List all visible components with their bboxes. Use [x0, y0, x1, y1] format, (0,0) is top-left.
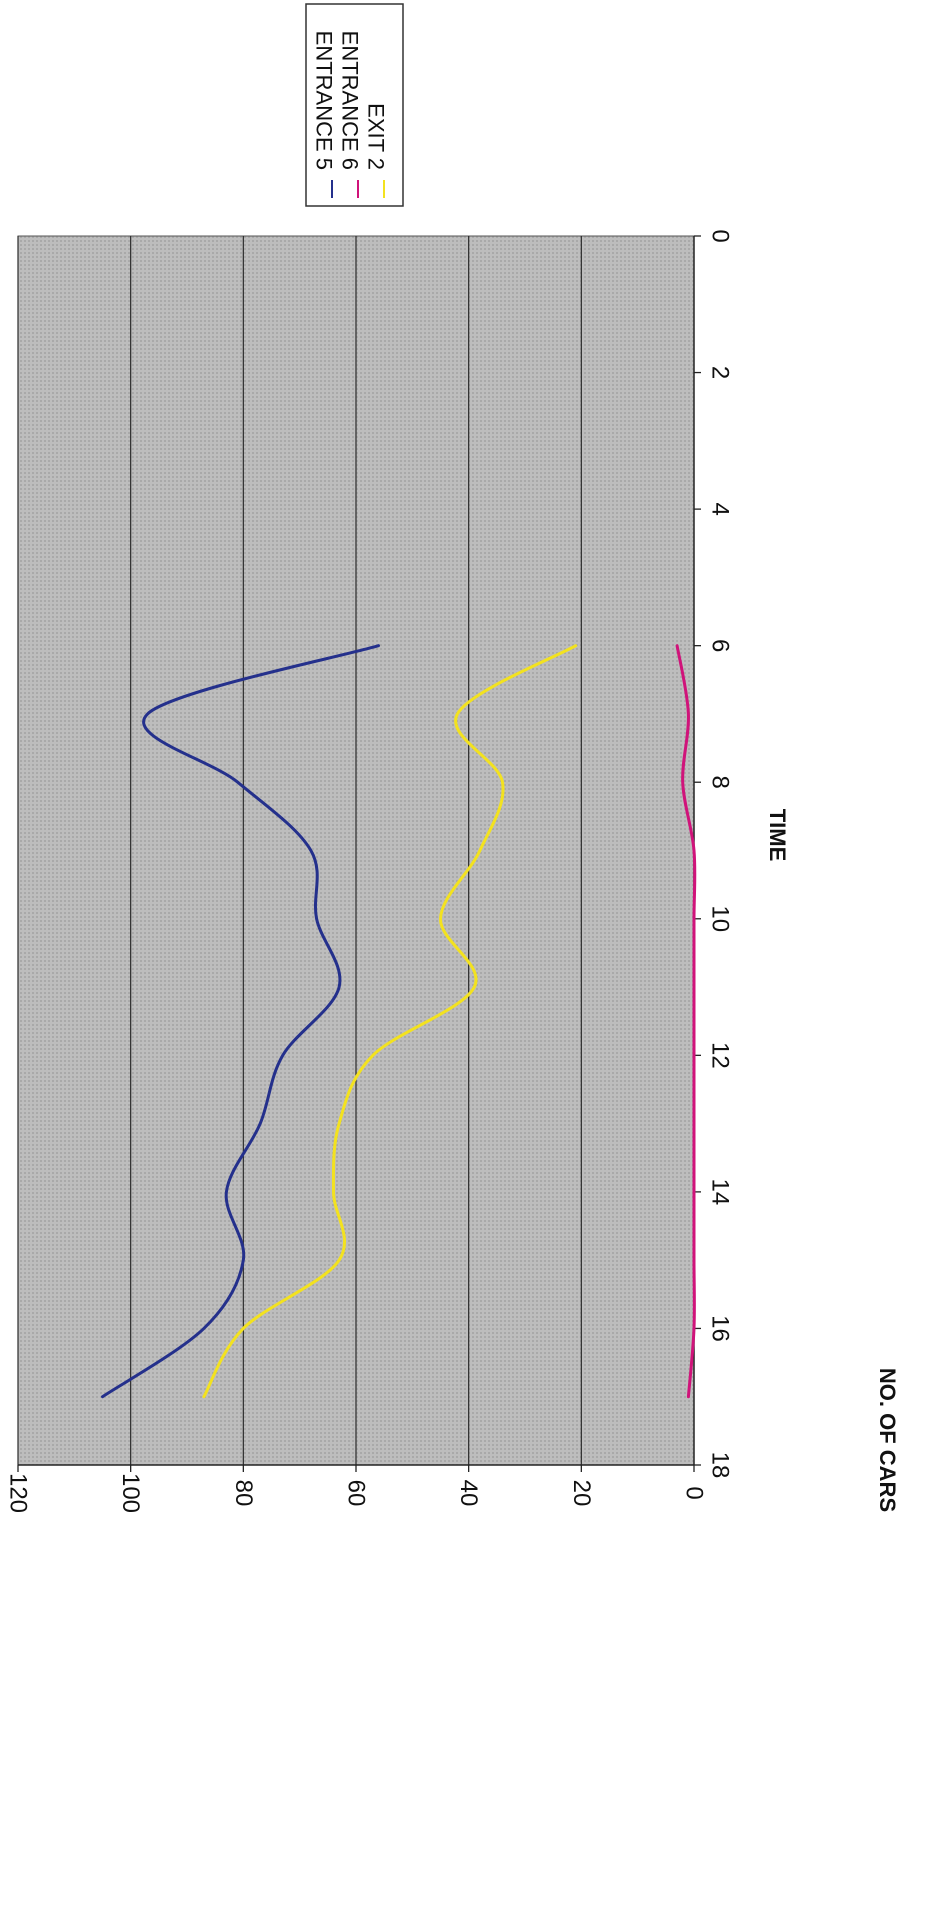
time-tick-label-12: 12 [707, 1042, 734, 1069]
series-line-entrance-6 [675, 644, 697, 1399]
x-axis-title: TIME [765, 809, 790, 862]
time-tick-group-6: 6 [707, 639, 734, 652]
count-tick-group-60: 60 [343, 1480, 370, 1507]
time-tick-group-8: 8 [707, 776, 734, 789]
count-tick-label-100: 100 [117, 1473, 144, 1513]
count-tick-group-100: 100 [117, 1473, 144, 1513]
time-tick-label-2: 2 [707, 366, 734, 379]
legend: ENTRANCE 5 ENTRANCE 6 EXIT 2 [305, 3, 404, 207]
time-tick-label-14: 14 [707, 1179, 734, 1206]
y-axis-title-group: NO. OF CARS [875, 1368, 900, 1512]
count-tick-label-0: 0 [681, 1486, 708, 1499]
time-tick-group-10: 10 [707, 905, 734, 932]
time-tick-group-0: 0 [707, 229, 734, 242]
time-tick-group-18: 18 [707, 1452, 734, 1479]
time-tick-label-6: 6 [707, 639, 734, 652]
legend-label-exit-2: EXIT 2 [364, 103, 389, 170]
time-tick-group-2: 2 [707, 366, 734, 379]
series-line-exit-2 [202, 644, 578, 1399]
count-tick-group-40: 40 [455, 1480, 482, 1507]
time-tick-label-18: 18 [707, 1452, 734, 1479]
legend-box [305, 3, 404, 207]
time-tick-group-4: 4 [707, 502, 734, 515]
legend-label-entrance-5: ENTRANCE 5 [312, 31, 337, 170]
data-series [101, 644, 697, 1399]
time-tick-group-12: 12 [707, 1042, 734, 1069]
time-tick-label-16: 16 [707, 1315, 734, 1342]
legend-label-wrap-2: ENTRANCE 6 [338, 31, 363, 170]
count-tick-group-0: 0 [681, 1486, 708, 1499]
tick-labels: 0 2 4 6 8 10 12 14 16 18 0 20 40 60 80 100 120 [5, 229, 734, 1513]
count-tick-label-120: 120 [5, 1473, 32, 1513]
count-tick-label-60: 60 [343, 1480, 370, 1507]
count-tick-group-120: 120 [5, 1473, 32, 1513]
time-tick-label-0: 0 [707, 229, 734, 242]
count-tick-label-80: 80 [230, 1480, 257, 1507]
legend-label-wrap-1: ENTRANCE 5 [312, 31, 337, 170]
y-axis-title: NO. OF CARS [875, 1368, 900, 1512]
count-tick-label-40: 40 [455, 1480, 482, 1507]
time-tick-group-16: 16 [707, 1315, 734, 1342]
time-tick-group-14: 14 [707, 1179, 734, 1206]
series-line-entrance-5 [101, 644, 380, 1399]
gridlines [17, 236, 582, 1465]
time-tick-label-10: 10 [707, 905, 734, 932]
count-tick-group-20: 20 [568, 1480, 595, 1507]
time-tick-label-4: 4 [707, 502, 734, 515]
legend-label-wrap-3: EXIT 2 [364, 103, 389, 170]
legend-label-entrance-6: ENTRANCE 6 [338, 31, 363, 170]
x-axis-title-group: TIME [765, 809, 790, 862]
count-tick-group-80: 80 [230, 1480, 257, 1507]
count-tick-label-20: 20 [568, 1480, 595, 1507]
time-tick-label-8: 8 [707, 776, 734, 789]
